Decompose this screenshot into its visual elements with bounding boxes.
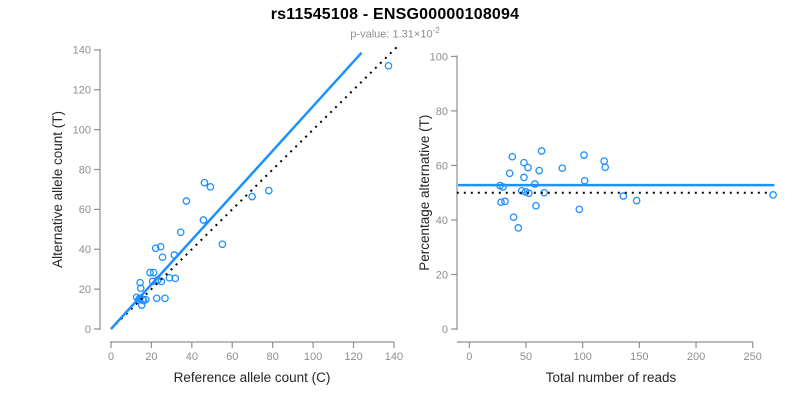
y-tick-label: 80: [436, 106, 448, 118]
data-point: [600, 157, 609, 165]
data-point: [525, 189, 533, 198]
data-point: [499, 183, 507, 191]
x-tick-label: 150: [630, 351, 648, 363]
data-point: [141, 295, 150, 304]
y-axis-title-right: Percentage alternative (T): [417, 115, 432, 271]
identity-line: [110, 45, 399, 330]
data-point: [537, 147, 546, 155]
y-tick-label: 100: [73, 124, 91, 136]
y-tick-label: 0: [85, 324, 91, 336]
p-value-subtitle: p-value: 1.31×10-2: [0, 26, 790, 41]
y-tick-label: 100: [430, 51, 448, 63]
data-point: [158, 253, 167, 262]
y-tick-label: 60: [436, 160, 448, 172]
data-point: [524, 163, 532, 172]
data-point: [619, 192, 628, 200]
data-point: [535, 166, 544, 175]
x-tick-label: 60: [226, 351, 238, 363]
y-tick-label: 40: [79, 244, 91, 256]
y-tick-label: 20: [436, 269, 448, 281]
data-point: [769, 191, 777, 199]
data-point: [532, 201, 540, 210]
data-point: [508, 152, 517, 161]
y-tick-label: 20: [79, 284, 91, 296]
data-point: [580, 176, 589, 185]
data-point: [151, 244, 160, 253]
data-point: [384, 61, 393, 70]
data-point: [497, 198, 505, 207]
data-point: [632, 196, 641, 205]
x-tick-label: 0: [466, 351, 472, 363]
x-tick-label: 100: [573, 351, 591, 363]
data-point: [575, 205, 584, 214]
data-point: [182, 197, 191, 205]
regression-line: [110, 51, 363, 330]
x-tick-label: 20: [145, 351, 157, 363]
data-point: [520, 158, 528, 167]
data-point: [520, 173, 528, 182]
x-axis-title-left: Reference allele count (C): [174, 370, 331, 385]
x-tick-label: 250: [744, 351, 762, 363]
data-point: [199, 216, 208, 224]
data-point: [514, 224, 523, 232]
data-point: [152, 294, 161, 303]
y-tick-label: 120: [73, 85, 91, 97]
data-point: [509, 213, 518, 222]
data-point: [580, 151, 588, 159]
y-axis-title-left: Alternative allele count (T): [50, 111, 65, 268]
data-point: [136, 284, 145, 293]
y-tick-label: 40: [436, 215, 448, 227]
data-point: [200, 178, 209, 187]
data-point: [501, 197, 509, 206]
x-tick-label: 50: [520, 351, 532, 363]
data-point: [558, 164, 567, 173]
data-point: [136, 278, 144, 287]
x-tick-label: 100: [304, 351, 322, 363]
data-point: [248, 192, 256, 201]
x-tick-label: 200: [687, 351, 705, 363]
data-point: [161, 294, 169, 303]
x-tick-label: 40: [186, 351, 198, 363]
y-tick-label: 140: [73, 45, 91, 57]
data-point: [601, 163, 610, 172]
x-tick-label: 80: [267, 351, 279, 363]
data-point: [206, 183, 215, 191]
x-tick-label: 140: [385, 351, 403, 363]
p-value-exponent: -2: [432, 26, 440, 35]
data-point: [218, 240, 227, 249]
data-point: [171, 274, 180, 283]
data-point: [146, 268, 154, 277]
data-point: [176, 228, 185, 237]
data-point: [264, 186, 273, 195]
data-point: [149, 268, 158, 277]
x-axis-title-right: Total number of reads: [546, 370, 677, 385]
y-tick-label: 60: [79, 204, 91, 216]
x-tick-label: 120: [344, 351, 362, 363]
main-title: rs11545108 - ENSG00000108094: [270, 6, 520, 23]
data-point: [517, 186, 526, 195]
y-tick-label: 0: [442, 324, 448, 336]
data-point: [156, 242, 165, 251]
data-point: [505, 169, 514, 178]
p-value-text: p-value: 1.31×10: [350, 28, 433, 41]
y-tick-label: 80: [79, 164, 91, 176]
x-tick-label: 0: [108, 351, 114, 363]
